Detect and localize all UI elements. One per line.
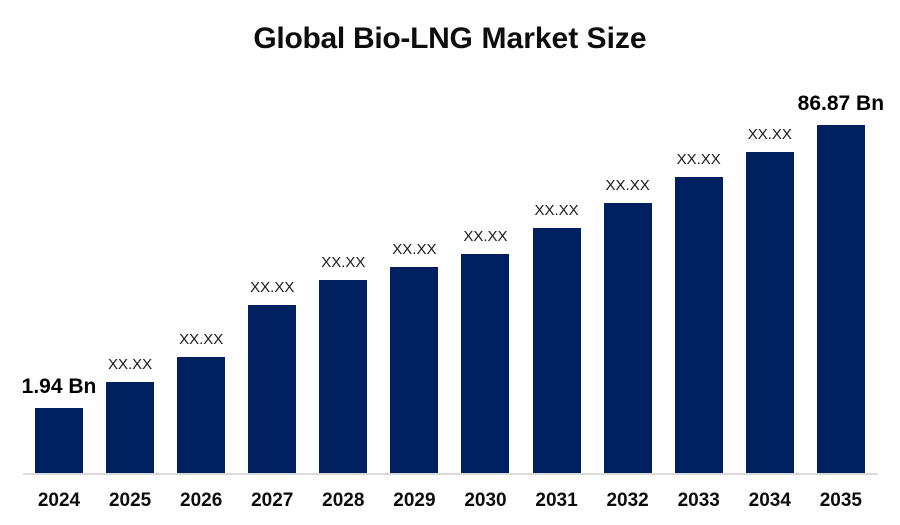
bar-2029: XX.XX: [390, 242, 439, 473]
x-axis-line: [23, 473, 878, 475]
bar-value-label-2032: XX.XX: [605, 177, 650, 194]
bar-value-label-2025: XX.XX: [107, 356, 153, 373]
x-tick-label-2032: 2032: [606, 490, 649, 511]
x-tick-label-2033: 2033: [677, 490, 720, 511]
bar-value-label-2035: 86.87 Bn: [797, 92, 885, 115]
bar-value-label-2024: 1.94 Bn: [21, 375, 97, 398]
bar-2028: XX.XX: [319, 255, 368, 473]
bar-value-label-2029: XX.XX: [392, 241, 437, 258]
x-axis-labels: 2024 2025 2026 2027 2028 2029 2030 2031 2032 2033…: [35, 491, 865, 511]
bar-2030: XX.XX: [461, 229, 510, 473]
bar-2035: 86.87 Bn: [798, 93, 884, 473]
x-tick-label-2031: 2031: [535, 490, 578, 511]
x-tick-label-2027: 2027: [251, 490, 294, 511]
bar-2034: XX.XX: [745, 127, 794, 473]
x-tick-label-2030: 2030: [464, 490, 507, 511]
bar-value-label-2034: XX.XX: [747, 126, 792, 143]
x-tick-label-2028: 2028: [322, 490, 365, 511]
x-tick-label-2025: 2025: [108, 490, 152, 511]
bar-value-label-2033: XX.XX: [676, 151, 721, 168]
bar-2024: 1.94 Bn: [22, 376, 96, 473]
chart-title-sub: Market Size: [481, 22, 647, 55]
bar-2026: XX.XX: [177, 332, 226, 473]
bars-container: 1.94 Bn XX.XX XX.XX XX.XX XX.XX XX.XX XX.XX XX.…: [22, 93, 884, 473]
bar-value-label-2030: XX.XX: [463, 228, 508, 245]
bar-value-label-2026: XX.XX: [179, 331, 224, 348]
chart-title: Global Bio-LNG Market Size: [0, 21, 900, 57]
bar-2027: XX.XX: [248, 280, 297, 473]
x-tick-label-2035: 2035: [819, 490, 862, 511]
x-tick-label-2034: 2034: [748, 490, 791, 511]
x-tick-label-2026: 2026: [180, 490, 223, 511]
bar-2031: XX.XX: [532, 203, 581, 473]
chart-title-main: Global Bio-LNG: [253, 22, 473, 55]
bar-value-label-2028: XX.XX: [321, 254, 366, 271]
bar-2032: XX.XX: [603, 178, 652, 473]
bar-value-label-2027: XX.XX: [250, 279, 295, 296]
bar-2025: XX.XX: [106, 357, 155, 473]
x-tick-label-2024: 2024: [37, 490, 81, 511]
bar-value-label-2031: XX.XX: [534, 202, 579, 219]
x-tick-label-2029: 2029: [393, 490, 436, 511]
bar-2033: XX.XX: [674, 152, 723, 473]
